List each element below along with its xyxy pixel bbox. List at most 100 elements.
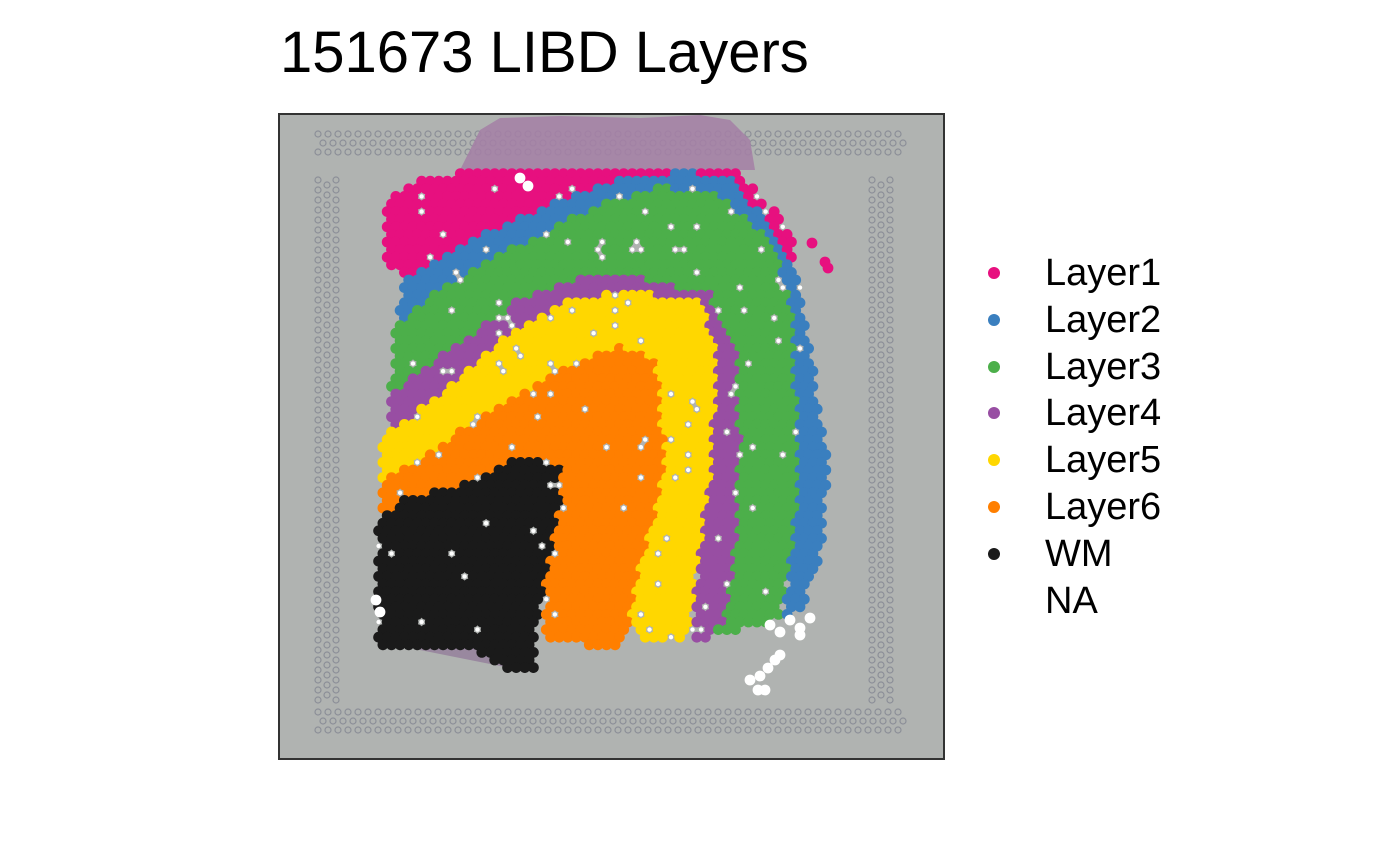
fiducial-spot (332, 366, 340, 374)
fiducial-spot (886, 586, 894, 594)
spot-na (647, 627, 652, 632)
fiducial-spot (374, 726, 382, 734)
spot-na (514, 172, 526, 184)
fiducial-spot (314, 406, 322, 414)
fiducial-spot (684, 708, 692, 716)
spot-na (733, 490, 738, 495)
fiducial-spot (877, 681, 885, 689)
legend-item-layer1: Layer1 (980, 250, 1280, 297)
fiducial-spot (323, 391, 331, 399)
fiducial-spot (869, 717, 877, 725)
spot-na (741, 308, 747, 313)
spot-na (557, 483, 562, 488)
fiducial-spot (314, 696, 322, 704)
fiducial-spot (364, 130, 372, 138)
spot-na (544, 460, 549, 465)
spot-na (804, 612, 816, 624)
fiducial-spot (444, 148, 452, 156)
legend-key-layer2 (988, 313, 1000, 326)
fiducial-spot (868, 366, 876, 374)
fiducial-spot (814, 726, 822, 734)
fiducial-spot (886, 256, 894, 264)
fiducial-spot (824, 130, 832, 138)
fiducial-spot (734, 726, 742, 734)
fiducial-spot (544, 726, 552, 734)
fiducial-spot (323, 551, 331, 559)
spot-na (754, 194, 760, 199)
fiducial-spot (868, 546, 876, 554)
fiducial-spot (868, 246, 876, 254)
legend-item-layer6: Layer6 (980, 484, 1280, 531)
fiducial-spot (886, 206, 894, 214)
fiducial-spot (886, 306, 894, 314)
fiducial-spot (868, 466, 876, 474)
fiducial-spot (559, 717, 567, 725)
fiducial-spot (404, 726, 412, 734)
fiducial-spot (344, 130, 352, 138)
fiducial-spot (868, 446, 876, 454)
fiducial-spot (354, 708, 362, 716)
fiducial-spot (868, 256, 876, 264)
fiducial-spot (324, 726, 332, 734)
fiducial-spot (314, 666, 322, 674)
fiducial-spot (886, 666, 894, 674)
fiducial-spot (859, 717, 867, 725)
fiducial-spot (774, 148, 782, 156)
spot-na (638, 612, 644, 617)
fiducial-spot (444, 726, 452, 734)
fiducial-spot (314, 206, 322, 214)
fiducial-spot (332, 626, 340, 634)
fiducial-spot (877, 651, 885, 659)
fiducial-spot (314, 466, 322, 474)
spot-na (548, 483, 553, 488)
fiducial-spot (314, 576, 322, 584)
spot-na (561, 505, 566, 511)
spot-na (780, 285, 785, 290)
fiducial-spot (364, 708, 372, 716)
fiducial-spot (524, 708, 532, 716)
fiducial-spot (764, 708, 772, 716)
fiducial-spot (874, 726, 882, 734)
fiducial-spot (679, 717, 687, 725)
spot-na (621, 505, 626, 511)
fiducial-spot (539, 717, 547, 725)
fiducial-spot (332, 186, 340, 194)
spot-layer1 (822, 262, 834, 274)
fiducial-spot (332, 496, 340, 504)
fiducial-spot (323, 461, 331, 469)
spot-na (716, 308, 721, 313)
fiducial-spot (314, 196, 322, 204)
legend-key-layer1 (988, 267, 1000, 279)
fiducial-spot (332, 406, 340, 414)
spot-na (668, 224, 674, 229)
fiducial-spot (594, 708, 602, 716)
spot-na (582, 407, 588, 412)
spot-na (686, 467, 691, 473)
fiducial-spot (877, 461, 885, 469)
fiducial-spot (599, 717, 607, 725)
fiducial-spot (744, 130, 752, 138)
fiducial-spot (332, 256, 340, 264)
spot-na (569, 186, 575, 191)
legend-key-layer3 (988, 360, 1000, 373)
fiducial-spot (784, 708, 792, 716)
fiducial-spot (886, 426, 894, 434)
fiducial-spot (649, 717, 657, 725)
fiducial-spot (644, 726, 652, 734)
fiducial-spot (332, 176, 340, 184)
fiducial-spot (314, 456, 322, 464)
fiducial-spot (868, 176, 876, 184)
fiducial-spot (814, 708, 822, 716)
spot-wm (549, 472, 561, 483)
fiducial-spot (394, 726, 402, 734)
fiducial-spot (868, 316, 876, 324)
fiducial-spot (799, 139, 807, 147)
fiducial-spot (886, 266, 894, 274)
fiducial-spot (323, 371, 331, 379)
fiducial-spot (644, 708, 652, 716)
fiducial-spot (868, 186, 876, 194)
fiducial-spot (709, 717, 717, 725)
spot-na (694, 224, 699, 229)
fiducial-spot (886, 496, 894, 504)
